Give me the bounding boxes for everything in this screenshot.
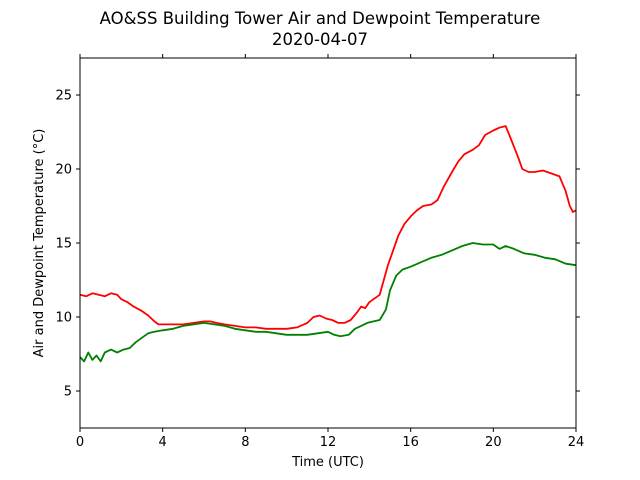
axis-ticks: 0 4 8 12 16 20 24 5 10 15 20 25 — [55, 54, 584, 450]
y-tick-label: 25 — [55, 89, 72, 104]
chart-title: AO&SS Building Tower Air and Dewpoint Te… — [100, 9, 541, 28]
x-tick-label: 0 — [76, 435, 84, 450]
x-axis-label: Time (UTC) — [291, 455, 364, 470]
y-tick-label: 10 — [55, 311, 72, 326]
y-tick-label: 15 — [55, 237, 72, 252]
x-tick-label: 4 — [159, 435, 167, 450]
series-line-1 — [79, 242, 577, 363]
plot-frame — [79, 57, 577, 429]
x-tick-label: 8 — [241, 435, 249, 450]
x-tick-label: 20 — [485, 435, 502, 450]
x-tick-label: 24 — [568, 435, 585, 450]
series-line-0 — [79, 125, 577, 330]
chart-subtitle: 2020-04-07 — [272, 30, 368, 49]
y-axis-label: Air and Dewpoint Temperature (°C) — [32, 129, 47, 358]
y-tick-label: 5 — [64, 385, 72, 400]
x-tick-label: 16 — [402, 435, 419, 450]
y-tick-label: 20 — [55, 163, 72, 178]
plot-lines — [79, 125, 577, 363]
x-tick-label: 12 — [320, 435, 337, 450]
